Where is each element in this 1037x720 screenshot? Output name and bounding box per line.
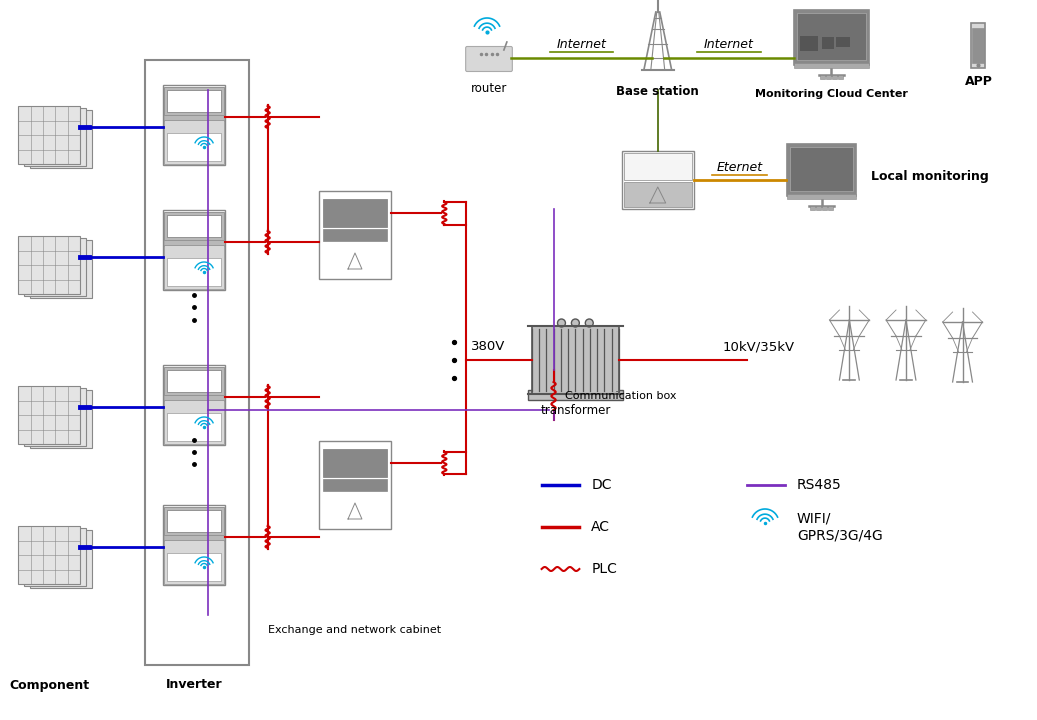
Bar xyxy=(25,528,86,586)
Bar xyxy=(167,553,221,581)
Bar xyxy=(324,479,387,491)
Bar xyxy=(167,258,221,286)
Bar xyxy=(25,238,86,296)
Text: 10kV/35kV: 10kV/35kV xyxy=(723,340,794,353)
Text: 380V: 380V xyxy=(471,340,505,353)
Bar xyxy=(836,37,850,47)
Bar xyxy=(165,400,224,444)
Text: Local monitoring: Local monitoring xyxy=(871,169,989,182)
Bar xyxy=(30,240,92,298)
Text: DC: DC xyxy=(591,478,612,492)
Text: RS485: RS485 xyxy=(796,478,841,492)
Bar xyxy=(820,74,825,78)
Bar xyxy=(167,90,221,112)
Bar xyxy=(30,390,92,448)
Bar xyxy=(794,9,869,65)
Circle shape xyxy=(558,319,565,327)
Bar xyxy=(19,106,80,164)
Bar xyxy=(165,540,224,584)
Bar xyxy=(801,35,818,50)
Bar xyxy=(165,240,224,246)
Text: WIFI/
GPRS/3G/4G: WIFI/ GPRS/3G/4G xyxy=(796,512,882,542)
Text: Inverter: Inverter xyxy=(166,678,223,691)
Bar xyxy=(167,133,221,161)
Text: Eternet: Eternet xyxy=(717,161,763,174)
Bar xyxy=(828,206,833,210)
Bar xyxy=(167,413,221,441)
Bar xyxy=(324,449,387,477)
Bar xyxy=(972,22,985,68)
Bar xyxy=(164,210,225,290)
Bar xyxy=(167,510,221,532)
Bar xyxy=(165,212,224,240)
Bar xyxy=(973,27,984,63)
Bar xyxy=(810,206,815,210)
Bar xyxy=(532,326,619,394)
Text: Internet: Internet xyxy=(704,38,754,51)
FancyBboxPatch shape xyxy=(466,47,512,71)
Bar xyxy=(144,60,249,665)
Bar xyxy=(822,37,834,48)
Bar xyxy=(797,12,866,60)
Bar xyxy=(822,206,828,210)
Text: Communication box: Communication box xyxy=(565,391,677,401)
Bar xyxy=(165,395,224,401)
Bar xyxy=(19,386,80,444)
Text: transformer: transformer xyxy=(540,404,611,417)
Bar xyxy=(622,151,694,209)
Text: APP: APP xyxy=(964,75,992,88)
Bar xyxy=(319,191,391,279)
Bar xyxy=(25,108,86,166)
Bar xyxy=(794,63,869,68)
Bar xyxy=(164,505,225,585)
Bar xyxy=(19,236,80,294)
Bar xyxy=(165,115,224,121)
Bar xyxy=(324,229,387,241)
Text: Base station: Base station xyxy=(616,85,699,98)
Bar xyxy=(624,153,692,180)
Text: PLC: PLC xyxy=(591,562,617,576)
Bar xyxy=(816,206,821,210)
Bar xyxy=(167,215,221,237)
Bar xyxy=(826,74,831,78)
Bar xyxy=(787,144,857,196)
Circle shape xyxy=(571,319,580,327)
Bar xyxy=(838,74,843,78)
Bar xyxy=(30,110,92,168)
Bar xyxy=(165,535,224,541)
Text: Monitoring Cloud Center: Monitoring Cloud Center xyxy=(755,89,908,99)
Bar xyxy=(25,388,86,446)
Bar xyxy=(324,199,387,227)
Bar xyxy=(30,530,92,588)
Text: Component: Component xyxy=(9,678,89,691)
Bar xyxy=(164,365,225,445)
Bar xyxy=(165,367,224,395)
Bar xyxy=(19,526,80,584)
Circle shape xyxy=(585,319,593,327)
Text: Internet: Internet xyxy=(557,38,607,51)
Bar xyxy=(624,182,692,207)
Bar xyxy=(319,441,391,529)
Bar xyxy=(165,87,224,115)
Bar xyxy=(165,120,224,164)
Text: router: router xyxy=(471,82,507,95)
Bar xyxy=(165,507,224,535)
Text: Exchange and network cabinet: Exchange and network cabinet xyxy=(269,625,442,635)
Bar xyxy=(165,245,224,289)
Bar xyxy=(164,85,225,165)
Bar xyxy=(167,370,221,392)
Bar xyxy=(790,147,853,191)
Text: AC: AC xyxy=(591,520,610,534)
Bar xyxy=(528,390,623,400)
Bar xyxy=(787,194,857,199)
Bar xyxy=(832,74,837,78)
